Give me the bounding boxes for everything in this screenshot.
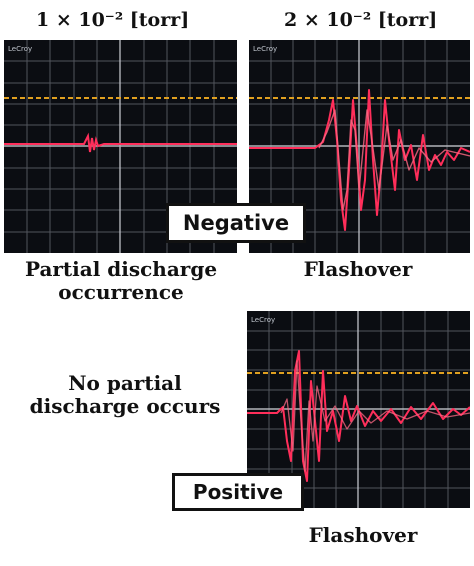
signal-trace	[4, 132, 237, 153]
scope-screen: LeCroy	[247, 311, 470, 508]
scope-brand-label: LeCroy	[8, 45, 32, 53]
signal-trace-echo	[318, 109, 470, 211]
signal-trace	[247, 350, 470, 482]
caption-partial-discharge: Partial discharge occurrence	[24, 257, 218, 304]
positive-badge: Positive	[172, 473, 304, 511]
scope-screen: LeCroy	[249, 40, 470, 253]
header-left-pressure: 1 × 10⁻² [torr]	[36, 9, 190, 31]
oscilloscope-negative-partial: LeCroy	[4, 40, 237, 253]
oscilloscope-negative-flashover: LeCroy	[249, 40, 470, 253]
caption-flashover-top: Flashover	[303, 257, 413, 281]
scope-screen: LeCroy	[4, 40, 237, 253]
header-right-pressure: 2 × 10⁻² [torr]	[284, 9, 438, 31]
scope-brand-label: LeCroy	[253, 45, 277, 53]
caption-flashover-bottom: Flashover	[308, 523, 418, 547]
caption-no-partial-discharge: No partial discharge occurs	[29, 371, 221, 418]
signal-trace-echo	[280, 360, 470, 472]
scope-brand-label: LeCroy	[251, 316, 275, 324]
negative-badge: Negative	[166, 203, 306, 243]
